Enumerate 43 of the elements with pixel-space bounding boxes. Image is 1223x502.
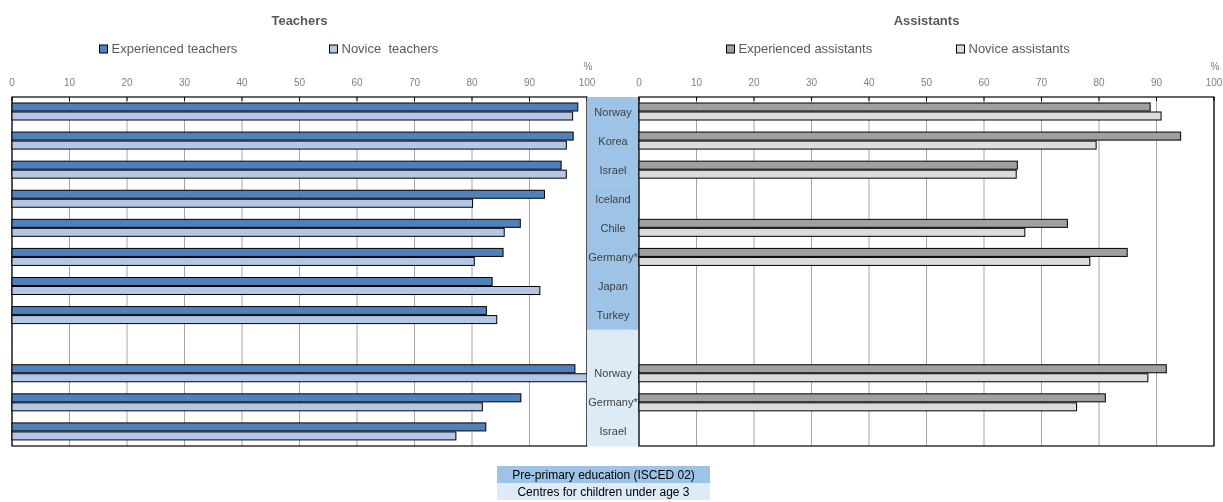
x-tick-label: 40 — [863, 77, 875, 88]
y-tick-label: Turkey — [596, 309, 631, 322]
y-tick-label: Iceland — [595, 192, 631, 205]
x-tick-label: 0 — [9, 77, 16, 88]
y-tick-label: Chile — [600, 221, 626, 234]
x-tick-label: 90 — [1150, 77, 1163, 88]
chart-title: Assistants — [893, 13, 960, 28]
text: Centres for children under age 3 — [517, 485, 690, 499]
y-tick-label: Israel — [599, 163, 627, 176]
x-tick-label: 20 — [121, 77, 133, 88]
x-tick-label: 10 — [63, 77, 76, 88]
x-tick-label: 30 — [178, 77, 191, 88]
y-tick-label: Norway — [594, 367, 633, 380]
x-tick-label: 70 — [1035, 77, 1048, 88]
x-tick-label: 10 — [690, 77, 703, 88]
y-tick-label: Germany* — [588, 250, 639, 263]
y-tick-label: Japan — [598, 280, 628, 293]
x-tick-label: 60 — [351, 77, 363, 88]
x-tick-label: 50 — [920, 77, 933, 88]
legend-label: Novice assistants — [968, 41, 1071, 56]
x-tick-label: 80 — [1093, 77, 1105, 88]
x-tick-label: 20 — [748, 77, 760, 88]
x-tick-label: 0 — [636, 77, 643, 88]
y-tick-label: Korea — [598, 134, 629, 147]
y-tick-label: Israel — [599, 425, 627, 438]
x-tick-label: 100 — [578, 77, 596, 88]
x-tick-label: 80 — [466, 77, 478, 88]
legend-label: Experienced teachers — [111, 41, 238, 56]
y-tick-label: Norway — [594, 105, 633, 118]
x-tick-label: 50 — [293, 77, 306, 88]
x-tick-label: 100 — [1205, 77, 1223, 88]
y-tick-label: Germany* — [588, 396, 639, 409]
x-tick-label: 70 — [408, 77, 421, 88]
x-axis-title: % — [583, 61, 593, 72]
x-tick-label: 40 — [236, 77, 248, 88]
chart-title: Teachers — [271, 13, 328, 28]
legend-label: Novice teachers — [341, 41, 439, 56]
text: Pre-primary education (ISCED 02) — [512, 468, 695, 482]
x-axis-title: % — [1210, 61, 1220, 72]
x-tick-label: 30 — [805, 77, 818, 88]
legend-label: Experienced assistants — [738, 41, 873, 56]
x-tick-label: 90 — [523, 77, 536, 88]
x-tick-label: 60 — [978, 77, 990, 88]
